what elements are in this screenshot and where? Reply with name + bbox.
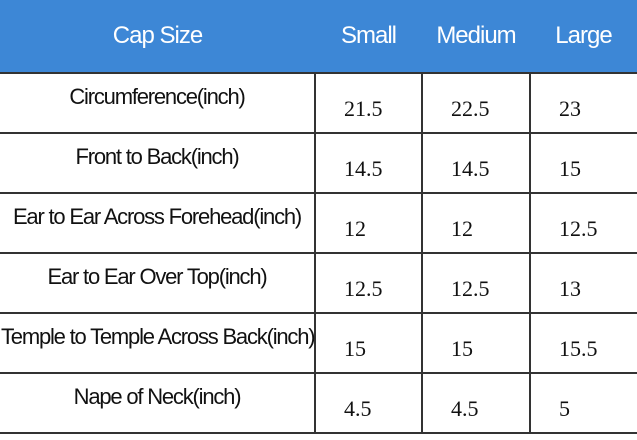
table-row: Temple to Temple Across Back(inch) 15 15 15… bbox=[0, 312, 637, 374]
value-cell: 12.5 bbox=[421, 252, 531, 314]
value-cell: 14.5 bbox=[314, 132, 423, 194]
table-row: Ear to Ear Across Forehead(inch) 12 12 12.5 bbox=[0, 192, 637, 254]
value-cell: 4.5 bbox=[421, 372, 531, 434]
row-label: Ear to Ear Across Forehead(inch) bbox=[0, 192, 316, 254]
value-cell: 5 bbox=[529, 372, 637, 434]
table-row: Front to Back(inch) 14.5 14.5 15 bbox=[0, 132, 637, 194]
value-cell: 12.5 bbox=[314, 252, 423, 314]
row-label: Nape of Neck(inch) bbox=[0, 372, 316, 434]
table-row: Nape of Neck(inch) 4.5 4.5 5 bbox=[0, 372, 637, 434]
value-cell: 12.5 bbox=[529, 192, 637, 254]
row-label: Temple to Temple Across Back(inch) bbox=[0, 312, 316, 374]
header-cell: Small bbox=[315, 0, 422, 73]
table-row: Ear to Ear Over Top(inch) 12.5 12.5 13 bbox=[0, 252, 637, 314]
value-cell: 14.5 bbox=[421, 132, 531, 194]
row-label: Front to Back(inch) bbox=[0, 132, 316, 194]
value-cell: 15 bbox=[314, 312, 423, 374]
row-label: Ear to Ear Over Top(inch) bbox=[0, 252, 316, 314]
value-cell: 12 bbox=[421, 192, 531, 254]
table-body: Circumference(inch) 21.5 22.5 23 Front to Ba… bbox=[0, 72, 637, 434]
header-cell: Cap Size bbox=[0, 0, 315, 73]
value-cell: 22.5 bbox=[421, 72, 531, 134]
header-row: Cap Size Small Medium Large bbox=[0, 0, 637, 73]
value-cell: 21.5 bbox=[314, 72, 423, 134]
value-cell: 12 bbox=[314, 192, 423, 254]
header-cell: Medium bbox=[422, 0, 530, 73]
table-row: Circumference(inch) 21.5 22.5 23 bbox=[0, 72, 637, 134]
value-cell: 15 bbox=[529, 132, 637, 194]
row-label: Circumference(inch) bbox=[0, 72, 316, 134]
value-cell: 4.5 bbox=[314, 372, 423, 434]
value-cell: 13 bbox=[529, 252, 637, 314]
value-cell: 15.5 bbox=[529, 312, 637, 374]
value-cell: 15 bbox=[421, 312, 531, 374]
header-cell: Large bbox=[530, 0, 637, 73]
value-cell: 23 bbox=[529, 72, 637, 134]
